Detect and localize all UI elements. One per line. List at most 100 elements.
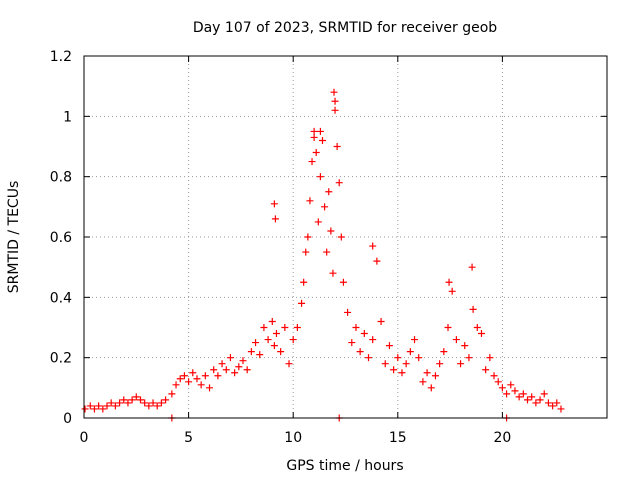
- data-point: [402, 360, 410, 368]
- data-point: [298, 299, 306, 307]
- data-point: [218, 360, 226, 368]
- data-point: [544, 399, 552, 407]
- data-point: [445, 278, 453, 286]
- data-point: [141, 399, 149, 407]
- data-point: [157, 399, 165, 407]
- data-point: [519, 390, 527, 398]
- data-point: [210, 366, 218, 374]
- data-point: [103, 402, 111, 410]
- data-point: [310, 133, 318, 141]
- data-point: [136, 396, 144, 404]
- data-point: [498, 384, 506, 392]
- y-tick-label: 0: [63, 411, 72, 427]
- data-point: [252, 339, 260, 347]
- data-point: [344, 308, 352, 316]
- data-points: [81, 88, 565, 422]
- data-point: [482, 366, 490, 374]
- data-point: [325, 188, 333, 196]
- data-point: [494, 378, 502, 386]
- data-point: [176, 375, 184, 383]
- x-axis-label: GPS time / hours: [286, 458, 403, 474]
- data-point: [222, 366, 230, 374]
- data-point: [335, 179, 343, 187]
- data-point: [318, 136, 326, 144]
- data-point: [373, 257, 381, 265]
- data-point: [231, 369, 239, 377]
- data-point: [189, 369, 197, 377]
- data-point: [264, 336, 272, 344]
- data-point: [235, 363, 243, 371]
- data-point: [377, 317, 385, 325]
- data-point: [226, 354, 234, 362]
- data-point: [86, 402, 94, 410]
- data-point: [507, 381, 515, 389]
- data-point: [360, 330, 368, 338]
- data-point: [369, 336, 377, 344]
- data-point: [503, 390, 511, 398]
- data-point: [524, 396, 532, 404]
- data-point: [90, 405, 98, 413]
- data-point: [185, 378, 193, 386]
- data-point: [302, 248, 310, 256]
- data-point: [549, 402, 557, 410]
- data-point: [111, 402, 119, 410]
- data-point: [457, 360, 465, 368]
- data-point: [124, 399, 132, 407]
- x-tick-label: 15: [389, 430, 407, 446]
- data-point: [128, 396, 136, 404]
- data-point: [427, 384, 435, 392]
- data-point: [162, 396, 170, 404]
- data-point: [448, 287, 456, 295]
- data-point: [515, 393, 523, 401]
- data-point: [330, 88, 338, 96]
- data-point: [415, 354, 423, 362]
- data-point: [314, 218, 322, 226]
- data-point: [268, 317, 276, 325]
- data-point: [300, 278, 308, 286]
- data-point: [201, 372, 209, 380]
- data-point: [197, 381, 205, 389]
- data-point: [419, 378, 427, 386]
- data-point: [411, 336, 419, 344]
- y-tick-label: 0.2: [50, 351, 72, 367]
- data-point: [468, 263, 476, 271]
- data-point: [304, 233, 312, 241]
- data-point: [149, 399, 157, 407]
- data-point: [348, 339, 356, 347]
- data-point: [511, 387, 519, 395]
- data-point: [271, 215, 279, 223]
- x-tick-label: 20: [493, 430, 511, 446]
- data-point: [444, 324, 452, 331]
- data-point: [536, 396, 544, 404]
- data-point: [329, 269, 337, 277]
- x-tick-label: 5: [184, 430, 193, 446]
- data-point: [256, 351, 264, 359]
- data-point: [356, 348, 364, 356]
- data-point: [436, 360, 444, 368]
- data-point: [365, 354, 373, 362]
- y-tick-label: 0.8: [50, 170, 72, 186]
- data-point: [431, 372, 439, 380]
- data-point: [339, 278, 347, 286]
- data-point: [243, 366, 251, 374]
- data-point: [281, 324, 289, 331]
- axis-ticks: [83, 55, 607, 419]
- data-point: [270, 200, 278, 208]
- x-tick-label: 10: [284, 430, 302, 446]
- data-point: [168, 390, 176, 398]
- data-point: [385, 342, 393, 350]
- data-point: [116, 399, 124, 407]
- data-point: [469, 305, 477, 313]
- data-point: [193, 375, 201, 383]
- data-point: [180, 372, 188, 380]
- data-point: [333, 143, 341, 150]
- data-point: [293, 324, 301, 331]
- data-point: [528, 393, 536, 401]
- data-point: [477, 330, 485, 338]
- data-point: [394, 354, 402, 362]
- data-point: [540, 390, 548, 398]
- data-point: [316, 127, 324, 135]
- data-point: [369, 242, 377, 250]
- data-point: [473, 324, 481, 331]
- data-point: [239, 357, 247, 365]
